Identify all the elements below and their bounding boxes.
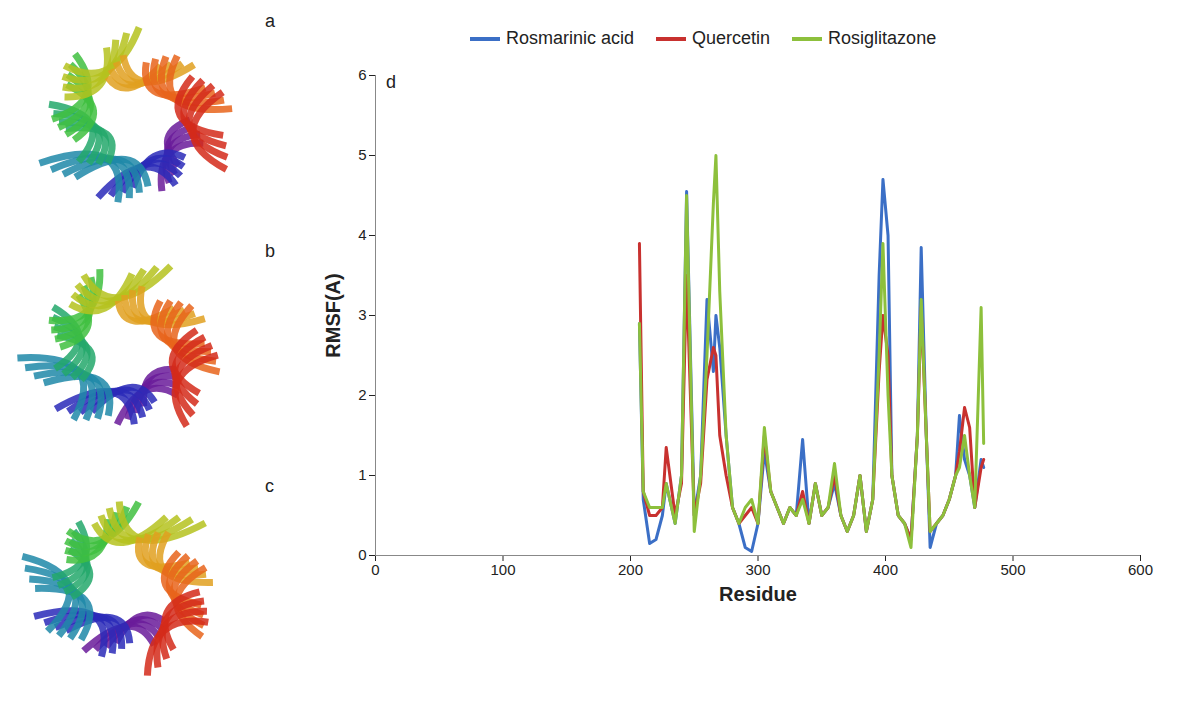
html-text:Quercetin: Quercetin: [692, 28, 771, 48]
svg-text:400: 400: [873, 561, 898, 578]
svg-text:0: 0: [371, 561, 379, 578]
svg-text:a: a: [265, 11, 276, 31]
svg-text:3: 3: [358, 306, 366, 323]
svg-text:RMSF(A): RMSF(A): [322, 273, 344, 357]
html-text:Rosmarinic acid: Rosmarinic acid: [506, 28, 634, 48]
html-text:d: d: [386, 72, 396, 92]
svg-text:200: 200: [618, 561, 643, 578]
svg-text:5: 5: [358, 146, 366, 163]
svg-text:Residue: Residue: [719, 583, 797, 605]
svg-text:0: 0: [358, 546, 366, 563]
svg-text:6: 6: [358, 66, 366, 83]
svg-text:500: 500: [1000, 561, 1025, 578]
svg-text:4: 4: [358, 226, 366, 243]
svg-text:2: 2: [358, 386, 366, 403]
html-text:Rosiglitazone: Rosiglitazone: [828, 28, 937, 48]
svg-text:300: 300: [745, 561, 770, 578]
svg-text:b: b: [265, 241, 275, 261]
svg-text:600: 600: [1128, 561, 1153, 578]
svg-text:c: c: [265, 476, 274, 496]
svg-text:100: 100: [490, 561, 515, 578]
svg-text:1: 1: [358, 466, 366, 483]
